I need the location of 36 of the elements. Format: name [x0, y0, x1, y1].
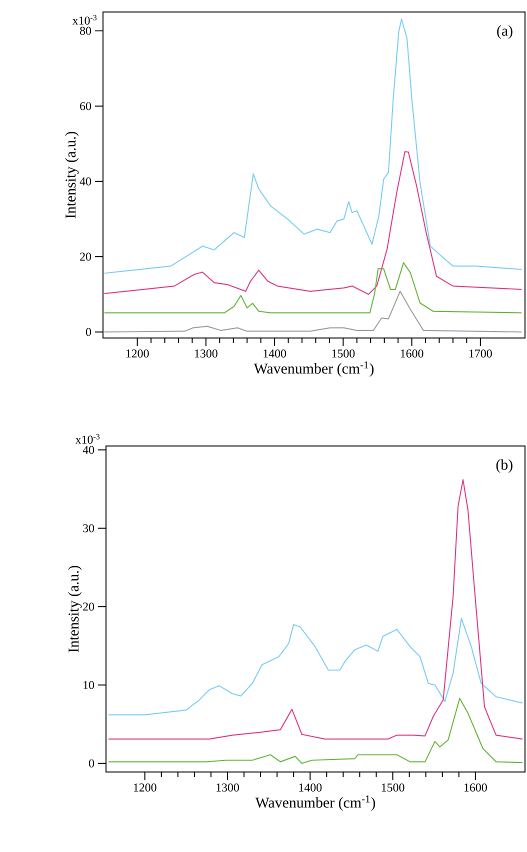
- y-tick-label: 0: [86, 328, 92, 336]
- y-tick-label: 80: [80, 26, 92, 35]
- text: x10$^{-3}$: [72, 14, 97, 25]
- x-tick-label: 1400: [264, 349, 286, 358]
- x-tick-label: 1700: [469, 349, 492, 358]
- text: x10$^{-3}$: [75, 434, 100, 444]
- annotation: (a): [497, 25, 512, 39]
- x-axis-title: Wavenumber (cm$^{-1}$): [255, 795, 376, 811]
- line-series: [104, 151, 522, 295]
- x-tick-label: 1500: [382, 783, 404, 792]
- x-tick-label: 1200: [134, 783, 156, 792]
- x-tick-label: 1300: [195, 349, 218, 358]
- y-tick-label: 0: [88, 759, 94, 768]
- y-tick-label: 60: [80, 102, 92, 110]
- x-tick-label: 1200: [126, 349, 149, 358]
- y-tick-label: 40: [82, 446, 94, 454]
- x-tick-label: 1500: [332, 349, 355, 358]
- line-series: [108, 479, 524, 740]
- line-series: [104, 18, 522, 274]
- y-tick-label: 10: [84, 680, 94, 690]
- y-tick-label: 30: [83, 524, 94, 532]
- y-tick-label: 40: [80, 177, 92, 186]
- x-tick-label: 1300: [216, 783, 239, 792]
- x-tick-label: 1600: [464, 783, 487, 792]
- y-axis-title: Intensity (a.u.): [68, 566, 82, 652]
- y-tick-label: 20: [83, 602, 94, 611]
- line-series: [104, 290, 522, 333]
- line-series: [104, 262, 522, 314]
- line-series: [108, 698, 524, 764]
- line-series: [108, 618, 524, 716]
- annotation: (b): [496, 459, 512, 473]
- x-tick-label: 1400: [299, 783, 322, 792]
- y-axis-title: Intensity (a.u.): [65, 132, 79, 218]
- x-tick-label: 1600: [400, 349, 424, 358]
- y-tick-label: 20: [80, 252, 92, 261]
- x-axis-title: Wavenumber (cm$^{-1}$): [254, 361, 374, 377]
